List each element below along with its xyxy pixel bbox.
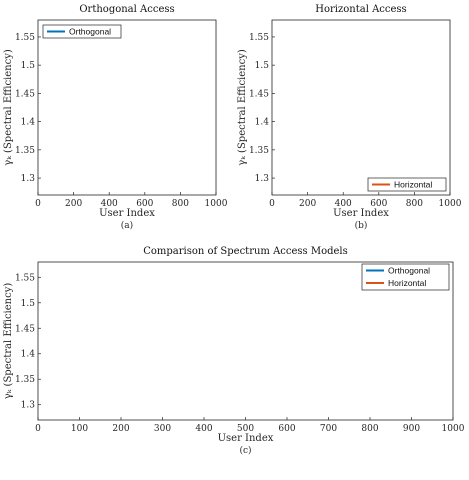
- x-tick-label: 1000: [442, 424, 465, 434]
- axes-frame: [271, 19, 451, 196]
- x-tick-label: 0: [35, 199, 41, 209]
- x-tick-label: 400: [101, 199, 118, 209]
- legend: Orthogonal: [42, 24, 122, 39]
- x-tick-label: 800: [406, 199, 423, 209]
- chart-title: Orthogonal Access: [79, 4, 174, 15]
- y-tick-label: 1.45: [249, 89, 269, 99]
- x-tick-label: 300: [154, 424, 171, 434]
- y-axis-label: γₖ (Spectral Efficiency): [237, 49, 248, 166]
- axes-frame: [37, 19, 217, 196]
- x-tick-label: 1000: [205, 199, 228, 209]
- legend-label: Orthogonal: [69, 27, 111, 37]
- x-tick-label: 1000: [439, 199, 462, 209]
- legend-label: Horizontal: [394, 180, 432, 190]
- chart-title: Horizontal Access: [315, 4, 406, 15]
- x-tick-label: 600: [370, 199, 387, 209]
- panel-caption: (a): [121, 220, 133, 231]
- x-tick-label: 0: [35, 424, 41, 434]
- x-tick-label: 600: [136, 199, 153, 209]
- x-tick-label: 200: [65, 199, 82, 209]
- y-tick-label: 1.35: [15, 146, 35, 156]
- legend: Orthogonal Horizontal: [361, 263, 450, 291]
- panel-b: 0 200 400 600 800 1000 1.3 1.35 1.4 1.45 1.5 1.55 Ho…: [237, 4, 462, 231]
- y-axis-label: γₖ (Spectral Efficiency): [3, 49, 14, 166]
- y-tick-label: 1.55: [249, 33, 269, 43]
- x-tick-label: 0: [269, 199, 275, 209]
- y-tick-label: 1.3: [21, 401, 36, 411]
- y-tick-label: 1.35: [249, 146, 269, 156]
- x-axis-label: User Index: [99, 208, 155, 219]
- y-tick-label: 1.4: [21, 118, 36, 128]
- x-tick-label: 200: [112, 424, 129, 434]
- x-tick-label: 600: [278, 424, 295, 434]
- x-tick-label: 900: [403, 424, 420, 434]
- y-tick-label: 1.3: [255, 174, 270, 184]
- y-tick-label: 1.35: [15, 375, 35, 385]
- x-tick-label: 200: [299, 199, 316, 209]
- chart-title: Comparison of Spectrum Access Models: [143, 246, 348, 257]
- y-tick-label: 1.4: [21, 350, 36, 360]
- x-tick-label: 400: [195, 424, 212, 434]
- panel-c: 0 100 200 300 400 500 600 700 800 900 1000 1.3 1.35 1…: [3, 246, 465, 456]
- x-tick-label: 100: [71, 424, 88, 434]
- y-tick-label: 1.5: [21, 61, 36, 71]
- y-tick-label: 1.5: [21, 299, 36, 309]
- x-tick-label: 400: [335, 199, 352, 209]
- x-axis-label: User Index: [333, 208, 389, 219]
- legend-label: Horizontal: [388, 278, 426, 288]
- y-tick-label: 1.45: [15, 89, 35, 99]
- y-tick-label: 1.3: [21, 174, 36, 184]
- y-axis-label: γₖ (Spectral Efficiency): [3, 283, 14, 400]
- panel-caption: (b): [355, 220, 368, 231]
- y-tick-label: 1.45: [15, 324, 35, 334]
- x-tick-label: 700: [320, 424, 337, 434]
- legend: Horizontal: [367, 177, 447, 192]
- panel-a: 0 200 400 600 800 1000 1.3 1.35 1.4 1.45 1.5 1.55 Or…: [3, 4, 228, 231]
- y-tick-label: 1.55: [15, 33, 35, 43]
- x-tick-label: 500: [237, 424, 254, 434]
- y-tick-label: 1.4: [255, 118, 270, 128]
- x-tick-label: 800: [361, 424, 378, 434]
- y-tick-label: 1.5: [255, 61, 270, 71]
- legend-label: Orthogonal: [388, 266, 430, 276]
- panel-caption: (c): [239, 445, 251, 456]
- x-tick-label: 800: [172, 199, 189, 209]
- y-tick-label: 1.55: [15, 273, 35, 283]
- x-axis-label: User Index: [218, 433, 274, 444]
